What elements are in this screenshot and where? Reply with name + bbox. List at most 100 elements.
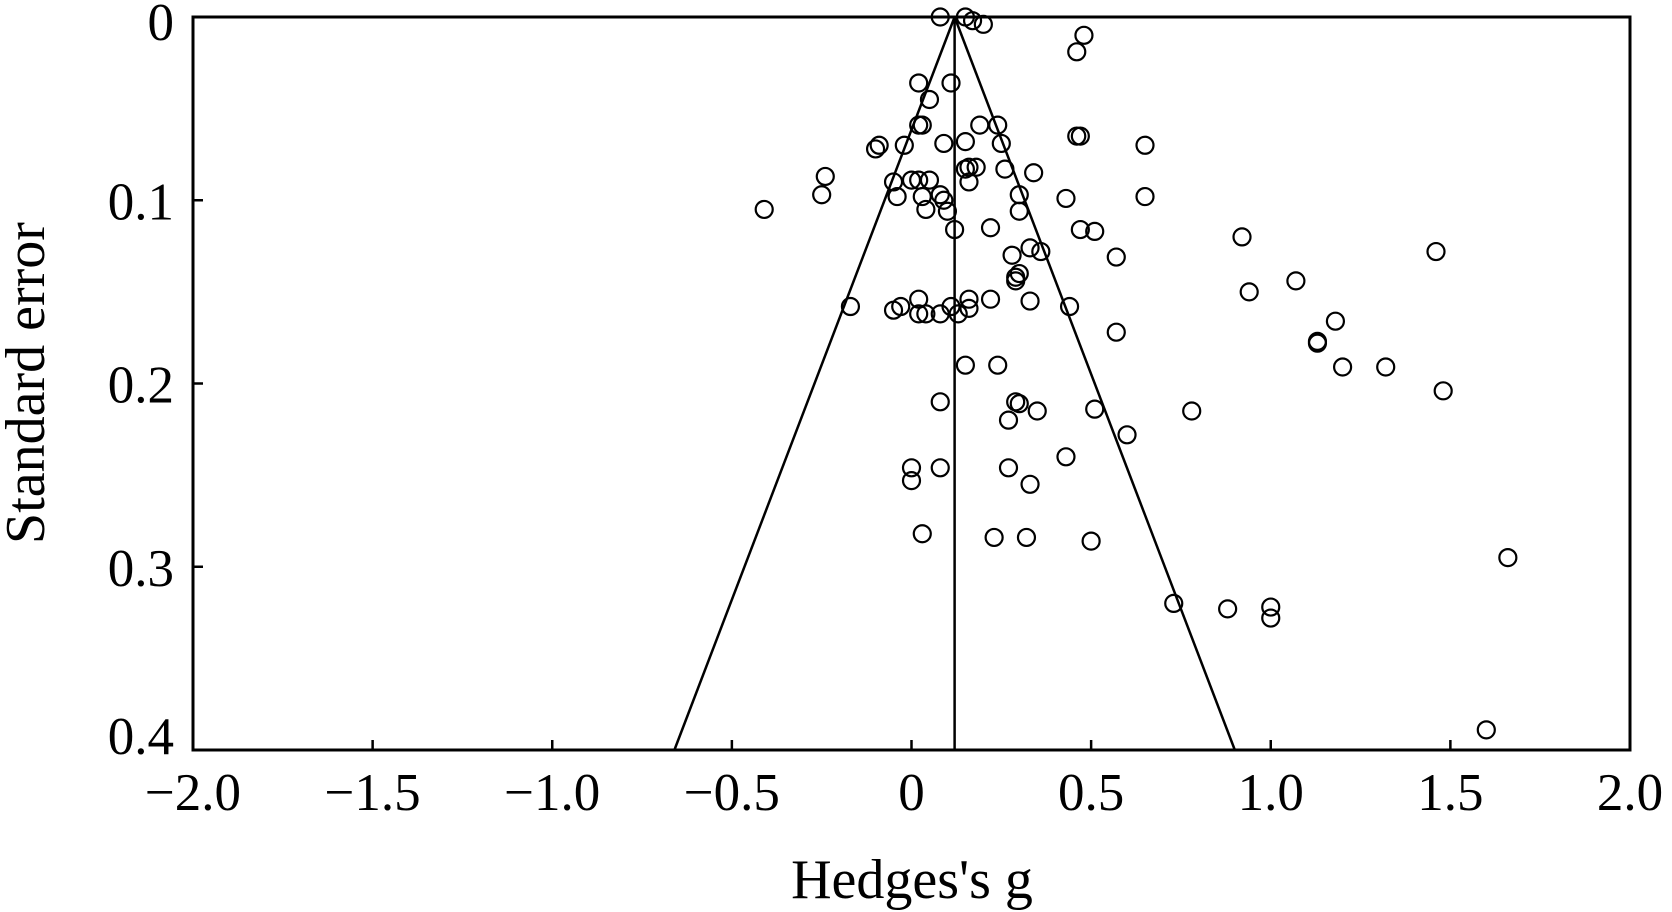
y-tick-label: 0.3 [108, 540, 174, 598]
x-tick-label: 0.5 [1058, 764, 1124, 822]
y-tick-label: 0.4 [108, 708, 174, 766]
study-point [1002, 245, 1022, 265]
study-point [912, 115, 932, 135]
study-point [1056, 188, 1076, 209]
study-point [1286, 271, 1306, 291]
study-point [995, 159, 1015, 179]
funnel-left-line [673, 16, 956, 751]
study-point [980, 289, 1001, 309]
study-point [1261, 608, 1281, 628]
x-tick-label: −1.0 [504, 764, 600, 822]
study-point [909, 304, 929, 324]
study-point [959, 157, 979, 177]
study-point [998, 458, 1019, 478]
study-point [840, 296, 861, 317]
study-point [1106, 322, 1126, 342]
x-tick-label: −1.5 [325, 764, 421, 822]
study-point [1006, 267, 1026, 287]
study-point [1218, 599, 1238, 619]
study-point [815, 166, 835, 187]
study-point [1027, 401, 1047, 421]
study-point [1164, 593, 1184, 614]
study-point [1009, 394, 1029, 414]
study-point [909, 73, 929, 93]
study-point [901, 458, 922, 478]
study-point [955, 355, 975, 375]
study-point [937, 201, 958, 221]
y-tick-label: 0.1 [108, 173, 174, 231]
y-axis-ticks: 0 0.1 0.2 0.3 0.4 [108, 0, 203, 766]
funnel-lines [673, 16, 1236, 751]
study-point [894, 135, 914, 155]
study-point [962, 11, 983, 31]
study-point [934, 190, 954, 210]
study-point [930, 392, 950, 412]
x-tick-label: 2.0 [1597, 764, 1663, 822]
study-point [1070, 126, 1090, 146]
study-point [1081, 531, 1101, 551]
study-point [919, 89, 940, 110]
study-points [754, 7, 1518, 740]
study-point [812, 185, 832, 205]
study-point [1020, 238, 1040, 258]
study-point [1020, 291, 1040, 311]
study-point [865, 139, 886, 159]
study-point [1135, 135, 1155, 155]
study-point [916, 304, 936, 324]
study-point [887, 186, 907, 207]
study-point [1332, 357, 1353, 377]
study-point [1182, 401, 1202, 421]
study-point [1016, 527, 1037, 548]
study-point [1074, 25, 1094, 45]
study-point [1085, 221, 1105, 242]
study-point [959, 289, 979, 309]
study-point [970, 115, 990, 135]
study-point [988, 115, 1008, 135]
study-point [973, 14, 993, 34]
study-point [945, 219, 965, 240]
x-axis-ticks: −2.0 −1.5 −1.0 −0.5 0 0.5 1.0 1.5 2.0 [145, 740, 1663, 822]
study-point [1433, 381, 1453, 401]
x-tick-label: 0 [898, 764, 925, 822]
study-point [1426, 241, 1446, 262]
study-point [980, 218, 1001, 238]
study-point [1232, 227, 1252, 247]
x-tick-label: 1.0 [1238, 764, 1304, 822]
study-point [1476, 720, 1496, 740]
study-point [930, 458, 950, 478]
x-tick-label: 1.5 [1417, 764, 1483, 822]
study-point [1307, 333, 1328, 353]
study-point [1006, 271, 1026, 291]
study-point [1009, 201, 1029, 221]
study-point [930, 7, 950, 27]
study-point [1239, 282, 1259, 302]
study-point [1106, 247, 1126, 267]
study-point [1325, 311, 1346, 331]
study-point [912, 186, 932, 207]
study-point [988, 355, 1008, 375]
study-point [984, 527, 1004, 548]
study-point [1135, 186, 1155, 207]
study-point [901, 471, 922, 491]
study-point [955, 132, 975, 152]
x-axis-label: Hedges's g [791, 849, 1033, 911]
study-point [1376, 357, 1396, 377]
study-point [869, 135, 889, 155]
study-point [1067, 42, 1087, 62]
study-point [1059, 296, 1080, 317]
study-point [941, 73, 961, 93]
study-point [959, 298, 979, 318]
study-point [754, 199, 774, 220]
study-point [930, 185, 950, 205]
x-tick-label: −0.5 [684, 764, 780, 822]
study-point [1070, 219, 1090, 240]
study-point [883, 172, 904, 192]
study-point [1498, 547, 1518, 568]
y-tick-label: 0 [148, 0, 175, 52]
x-tick-label: −2.0 [145, 764, 241, 822]
study-point [998, 410, 1019, 430]
study-point [919, 170, 940, 190]
y-tick-label: 0.2 [108, 357, 174, 415]
study-point [1056, 447, 1076, 467]
